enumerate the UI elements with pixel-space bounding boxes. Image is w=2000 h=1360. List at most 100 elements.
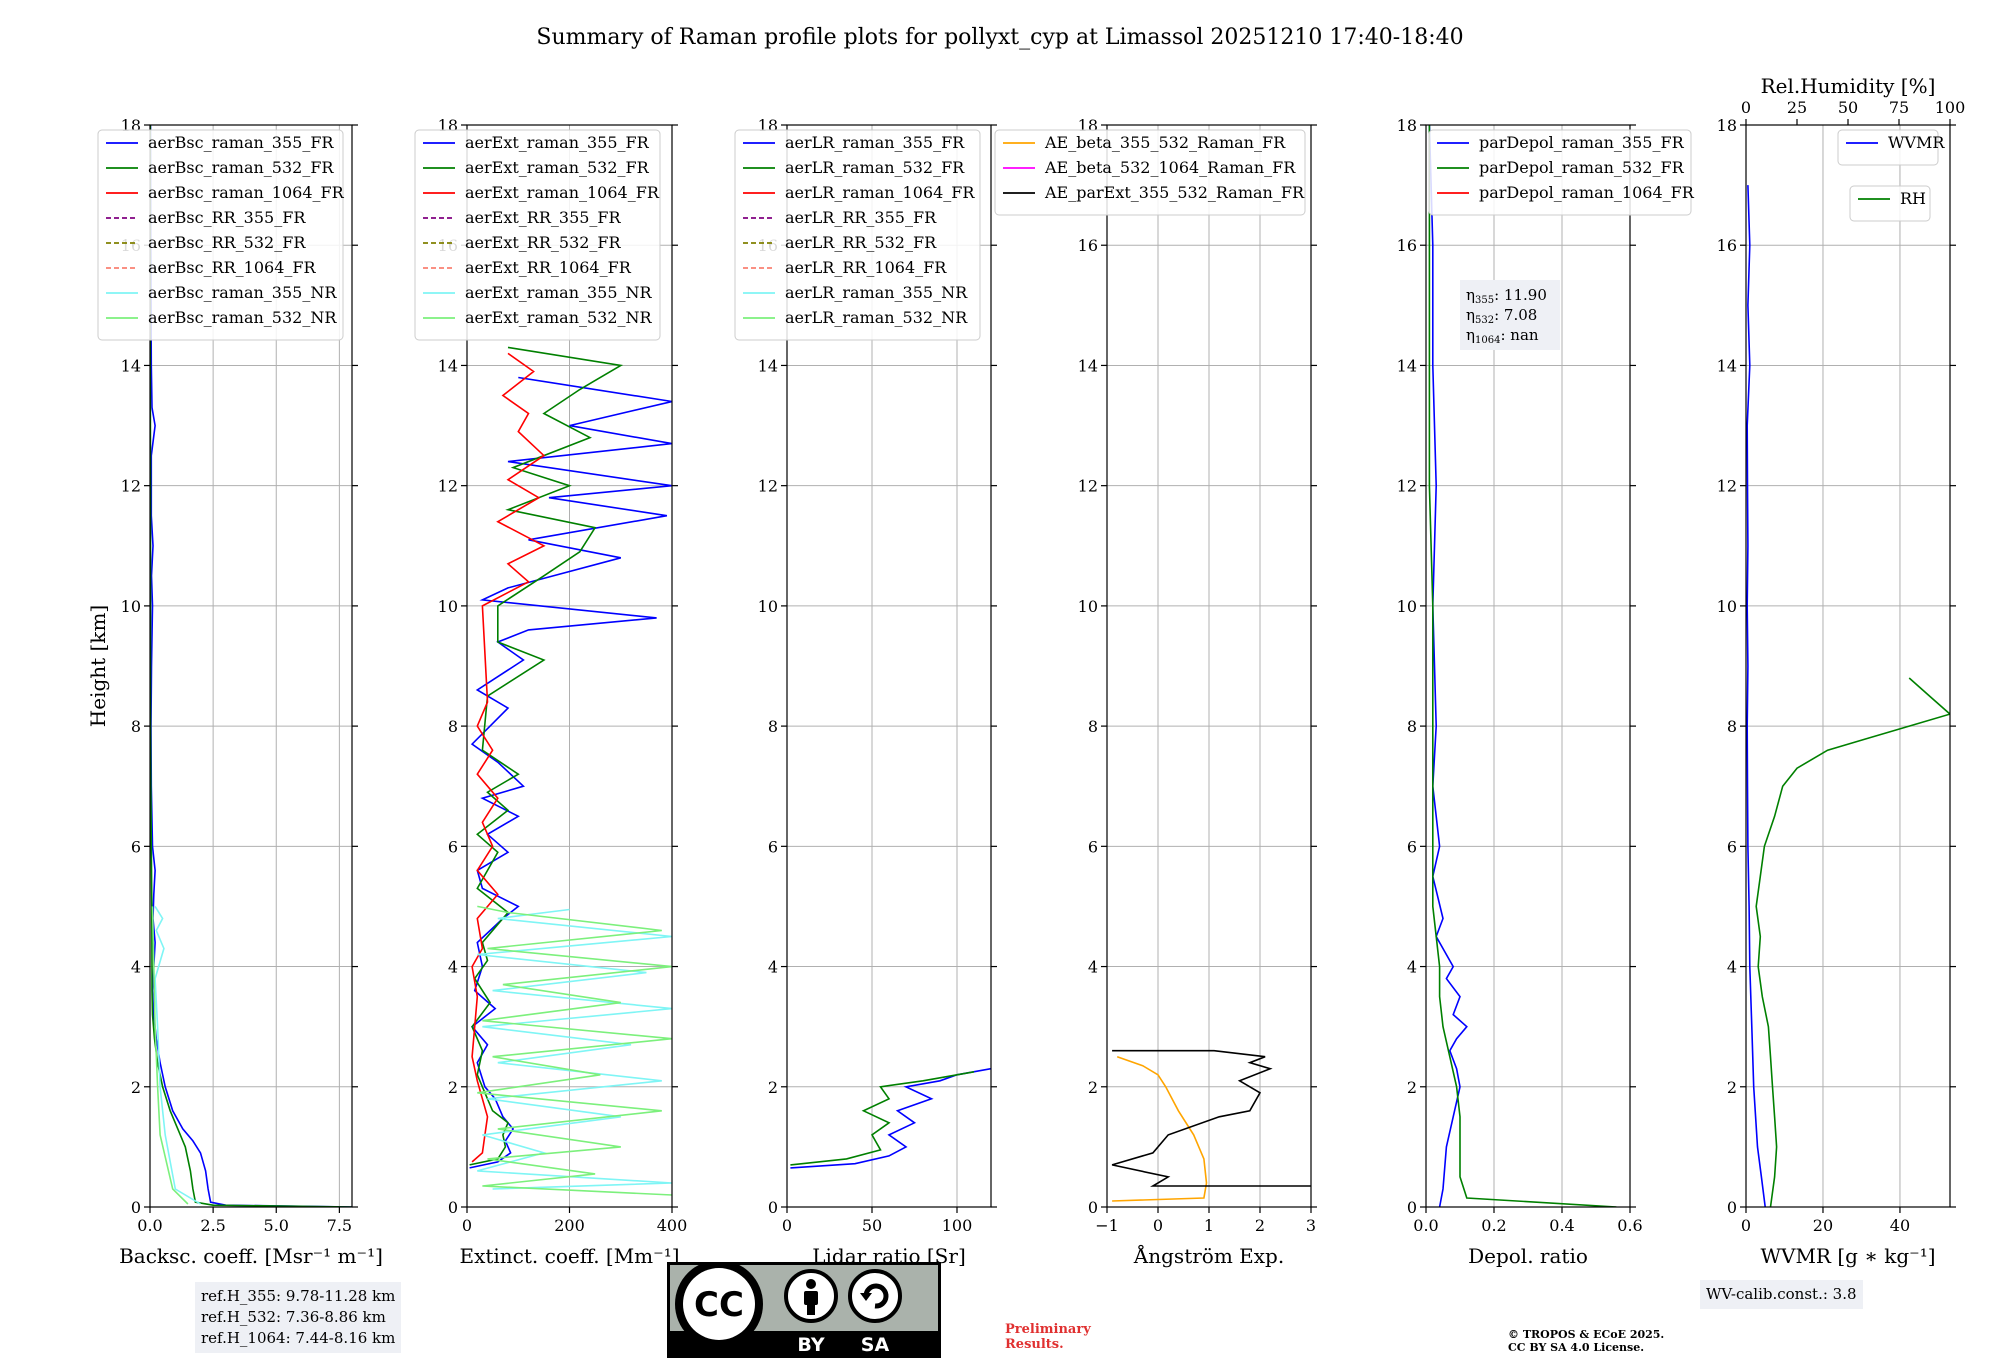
axes-frame xyxy=(1425,124,1631,1208)
legend-label: aerLR_RR_532_FR xyxy=(785,233,937,252)
legend: aerLR_raman_355_FR aerLR_raman_532_FR aerL… xyxy=(734,129,981,341)
y-axis-label: Height [km] xyxy=(86,605,110,727)
panel-ext: 0246810121416180200400Extinct. coeff. [M… xyxy=(414,116,688,1268)
y-tick-label: 10 xyxy=(1397,597,1417,616)
series-aerBsc_raman_355_NR xyxy=(154,905,201,1205)
legend-label: aerExt_raman_355_FR xyxy=(465,133,650,152)
y-tick-label: 16 xyxy=(1397,236,1417,255)
legend-frame xyxy=(994,129,1306,216)
cc-icon: CC xyxy=(675,1262,763,1348)
y-tick-label: 16 xyxy=(1078,236,1098,255)
x-tick-label: 400 xyxy=(657,1216,688,1235)
series-WVMR xyxy=(1746,185,1766,1207)
y-tick-label: 4 xyxy=(1727,958,1737,977)
y-tick-label: 6 xyxy=(1727,837,1737,856)
series-aerExt_raman_355_FR xyxy=(469,376,672,1169)
x-tick-label: 0.4 xyxy=(1549,1216,1574,1235)
series-group xyxy=(1428,125,1617,1207)
y-tick-label: 14 xyxy=(1078,356,1098,375)
wv-calib-const: WV-calib.const.: 3.8 xyxy=(1706,1285,1857,1303)
x-tick-label: −1 xyxy=(1095,1216,1119,1235)
series-group xyxy=(1746,185,1950,1207)
x-tick-label: 0.2 xyxy=(1481,1216,1506,1235)
legend-frame xyxy=(1837,129,1939,166)
y-tick-label: 14 xyxy=(438,356,458,375)
series-group xyxy=(1111,1049,1311,1202)
x-tick-label: 2.5 xyxy=(200,1216,225,1235)
y-tick-label: 6 xyxy=(448,837,458,856)
eta-355: η355: 11.90 xyxy=(1466,286,1547,306)
series-group xyxy=(469,346,672,1196)
legend: parDepol_raman_355_FR parDepol_raman_532_… xyxy=(1428,129,1695,216)
series-aerExt_raman_355_NR xyxy=(477,908,672,1190)
legend-label: parDepol_raman_355_FR xyxy=(1479,133,1685,152)
y-tick-label: 8 xyxy=(1407,717,1417,736)
ref-height-1064: ref.H_1064: 7.44-8.16 km xyxy=(201,1329,396,1347)
cc-letters: CC xyxy=(694,1285,744,1325)
legend-label: aerExt_RR_532_FR xyxy=(465,233,622,252)
wv-calibration-box: WV-calib.const.: 3.8 xyxy=(1700,1280,1863,1309)
legend-label: RH xyxy=(1900,189,1926,208)
y-tick-label: 2 xyxy=(768,1078,778,1097)
y-tick-label: 12 xyxy=(1717,477,1737,496)
legend-label: aerLR_raman_355_FR xyxy=(785,133,965,152)
eta-1064-value: nan xyxy=(1510,326,1539,344)
y-tick-label: 0 xyxy=(1727,1198,1737,1217)
top-x-tick-label: 50 xyxy=(1838,98,1858,117)
x-tick-label: 5.0 xyxy=(264,1216,289,1235)
ref-height-355: ref.H_355: 9.78-11.28 km xyxy=(201,1287,396,1305)
series-aerLR_raman_532_FR xyxy=(790,1071,975,1166)
x-axis-label: Ångström Exp. xyxy=(1133,1243,1284,1268)
x-tick-label: 1 xyxy=(1204,1216,1214,1235)
legend-label: aerLR_raman_532_NR xyxy=(785,308,968,327)
y-tick-label: 14 xyxy=(1397,356,1417,375)
y-tick-label: 16 xyxy=(1717,236,1737,255)
x-axis-label: WVMR [g ∗ kg⁻¹] xyxy=(1760,1244,1935,1268)
legend-frame xyxy=(97,129,344,341)
y-tick-label: 10 xyxy=(438,597,458,616)
ref-height-532: ref.H_532: 7.36-8.86 km xyxy=(201,1308,386,1326)
x-tick-label: 0.6 xyxy=(1617,1216,1642,1235)
series-aerLR_raman_355_FR xyxy=(790,1067,991,1169)
legend: aerExt_raman_355_FR aerExt_raman_532_FRae… xyxy=(414,129,661,341)
legend: WVMR xyxy=(1837,129,1945,166)
y-tick-label: 6 xyxy=(1407,837,1417,856)
y-tick-label: 8 xyxy=(131,717,141,736)
y-tick-label: 12 xyxy=(758,477,778,496)
axes-frame xyxy=(149,124,353,1208)
legend-label: aerBsc_raman_532_FR xyxy=(148,158,334,177)
series-group xyxy=(790,1067,991,1169)
legend-label: parDepol_raman_532_FR xyxy=(1479,158,1685,177)
x-tick-label: 0 xyxy=(782,1216,792,1235)
y-tick-label: 0 xyxy=(131,1198,141,1217)
y-tick-label: 12 xyxy=(1078,477,1098,496)
y-tick-label: 2 xyxy=(1407,1078,1417,1097)
legend-frame xyxy=(1428,129,1692,216)
y-tick-label: 2 xyxy=(1727,1078,1737,1097)
y-tick-label: 4 xyxy=(448,958,458,977)
series-AE_parExt_355_532_Raman_FR xyxy=(1111,1049,1311,1187)
legend: AE_beta_355_532_Raman_FR AE_beta_532_1064… xyxy=(994,129,1306,216)
x-tick-label: 0 xyxy=(1741,1216,1751,1235)
legend-frame xyxy=(414,129,661,341)
x-tick-label: 0 xyxy=(1153,1216,1163,1235)
y-tick-label: 6 xyxy=(1088,837,1098,856)
y-tick-label: 0 xyxy=(1088,1198,1098,1217)
y-tick-label: 4 xyxy=(1407,958,1417,977)
top-x-tick-label: 100 xyxy=(1935,98,1966,117)
legend-label: aerBsc_RR_355_FR xyxy=(148,208,306,227)
legend-label: AE_parExt_355_532_Raman_FR xyxy=(1044,183,1305,202)
y-tick-label: 8 xyxy=(1088,717,1098,736)
cc-by-sa-license-badge: CC BY SA xyxy=(667,1262,941,1358)
series-RH xyxy=(1755,677,1950,1207)
x-tick-label: 0.0 xyxy=(1413,1216,1438,1235)
y-tick-label: 10 xyxy=(758,597,778,616)
legend-label: aerExt_RR_1064_FR xyxy=(465,258,632,277)
y-tick-label: 8 xyxy=(768,717,778,736)
y-tick-label: 18 xyxy=(1717,116,1737,135)
legend-label: aerLR_RR_355_FR xyxy=(785,208,937,227)
prelim-line-2: Results. xyxy=(1005,1337,1064,1352)
